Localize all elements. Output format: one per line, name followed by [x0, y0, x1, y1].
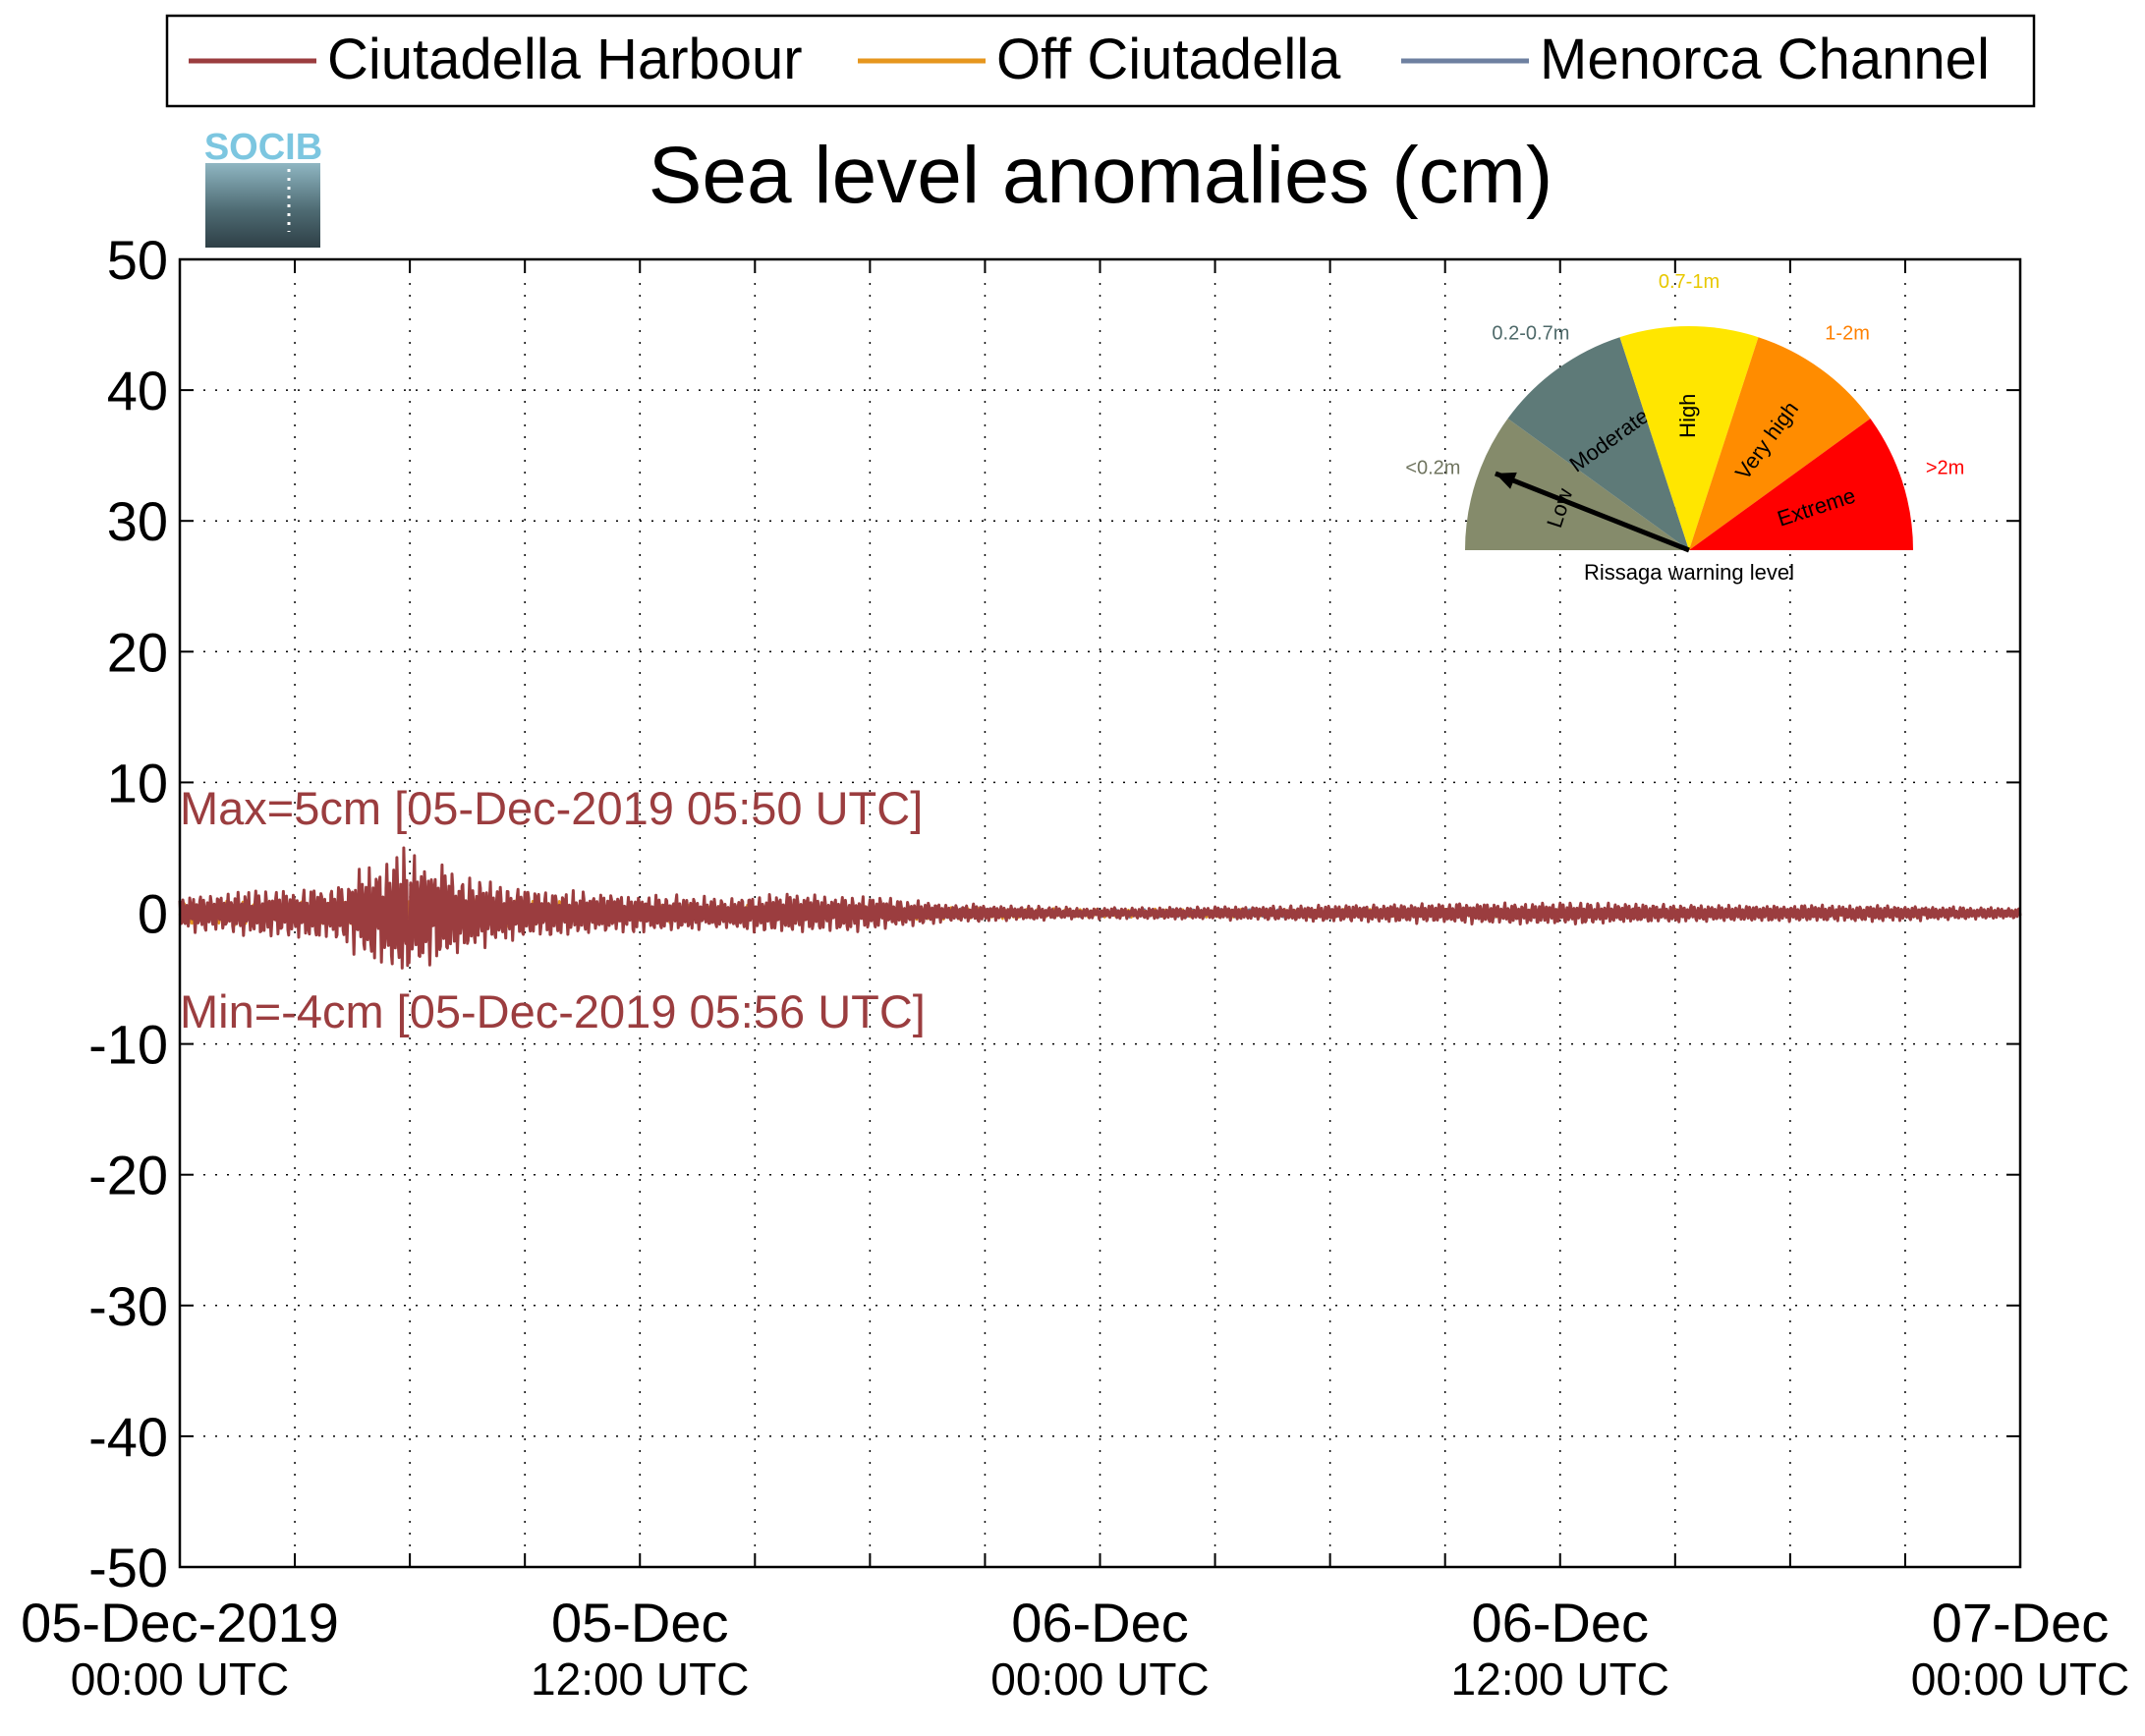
y-tick-label: -10: [88, 1014, 168, 1076]
min-annotation: Min=-4cm [05-Dec-2019 05:56 UTC]: [180, 985, 926, 1037]
x-tick-date-label: 06-Dec: [1471, 1592, 1649, 1653]
legend: Ciutadella Harbour Off Ciutadella Menorc…: [165, 14, 2036, 108]
x-tick-date-label: 07-Dec: [1932, 1592, 2110, 1653]
series-lines: [178, 846, 2022, 970]
series-line-ciutadella-harbour: [178, 846, 2022, 970]
x-tick-date-label: 05-Dec: [551, 1592, 729, 1653]
y-tick-label: 10: [107, 752, 168, 813]
x-tick-date-label: 05-Dec-2019: [21, 1592, 339, 1653]
gauge-range-label: >2m: [1926, 457, 1964, 478]
y-tick-label: -50: [88, 1537, 168, 1598]
y-tick-label: -40: [88, 1406, 168, 1468]
gauge-segment-label: High: [1675, 394, 1700, 438]
socib-logo: SOCIB: [204, 127, 322, 248]
gauge-segment-low: [1465, 419, 1689, 550]
x-tick-time-label: 00:00 UTC: [1911, 1653, 2129, 1705]
y-axis: 50 40 30 20 10 0 -10 -20 -30 -40 -50: [88, 229, 2020, 1598]
gauge-segment-moderate: [1507, 337, 1689, 550]
gauge-title: Rissaga warning level: [1584, 560, 1794, 585]
legend-label-ciutadella-harbour: Ciutadella Harbour: [327, 28, 803, 91]
y-tick-label: -30: [88, 1275, 168, 1337]
logo-text: SOCIB: [204, 127, 322, 168]
gauge-segment-extreme: [1689, 419, 1913, 550]
legend-box: [165, 14, 2036, 108]
y-tick-label: 0: [138, 883, 168, 945]
y-tick-label: 40: [107, 360, 168, 421]
y-tick-label: 30: [107, 490, 168, 552]
x-tick-date-label: 06-Dec: [1011, 1592, 1189, 1653]
max-annotation: Max=5cm [05-Dec-2019 05:50 UTC]: [180, 782, 923, 834]
y-tick-label: 20: [107, 621, 168, 683]
gauge-segment-very-high: [1689, 337, 1871, 550]
legend-label-off-ciutadella: Off Ciutadella: [996, 28, 1341, 91]
gauge-needle: [1494, 471, 1690, 553]
gauge-range-label: 0.7-1m: [1659, 271, 1720, 293]
gauge-range-label: 0.2-0.7m: [1492, 322, 1569, 344]
gauge-needle-head: [1495, 472, 1517, 489]
x-tick-time-label: 12:00 UTC: [531, 1653, 749, 1705]
x-tick-time-label: 00:00 UTC: [990, 1653, 1209, 1705]
gauge-range-label: 1-2m: [1825, 322, 1870, 344]
plot-frame: [178, 257, 2022, 1569]
y-tick-label: -20: [88, 1145, 168, 1206]
x-tick-time-label: 12:00 UTC: [1451, 1653, 1669, 1705]
chart-title: Sea level anomalies (cm): [649, 131, 1553, 220]
gauge-range-label: <0.2m: [1405, 457, 1460, 478]
legend-label-menorca-channel: Menorca Channel: [1540, 28, 1990, 91]
gauge-segment-high: [1619, 326, 1759, 550]
logo-block: [205, 163, 320, 248]
y-tick-label: 50: [107, 229, 168, 291]
x-tick-time-label: 00:00 UTC: [71, 1653, 289, 1705]
